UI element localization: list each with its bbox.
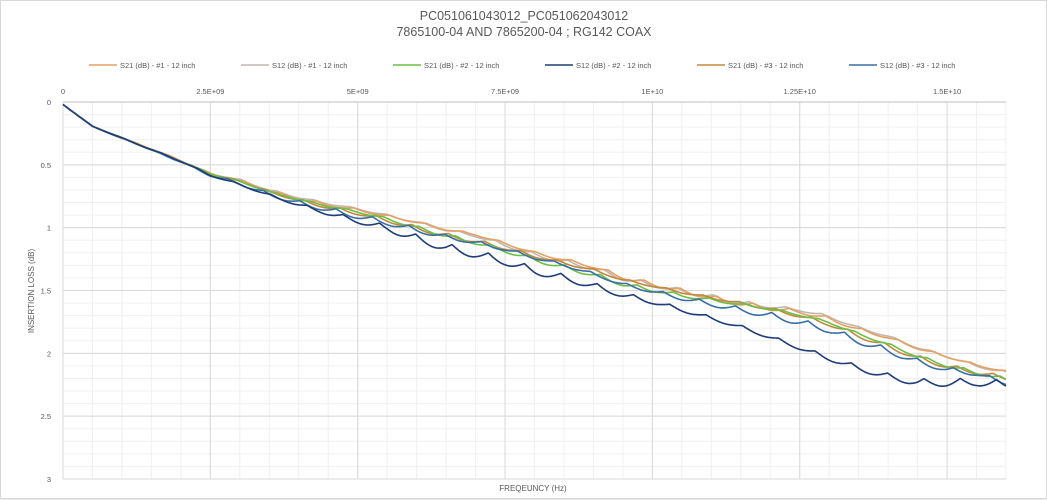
x-axis-ticks: 0 2.5E+09 5E+09 7.5E+09 1E+10 1.25E+10 1.5E+10	[61, 87, 961, 96]
x-tick-label: 1.5E+10	[933, 87, 961, 96]
x-tick-label: 1E+10	[641, 87, 663, 96]
legend: S21 (dB) - #1 - 12 inch S12 (dB) - #1 - 1…	[89, 61, 955, 70]
chart-title: PC051061043012_PC051062043012	[420, 9, 629, 23]
legend-label: S21 (dB) - #3 - 12 inch	[728, 61, 803, 70]
legend-item: S12 (dB) - #1 - 12 inch	[241, 61, 347, 70]
legend-item: S12 (dB) - #3 - 12 inch	[849, 61, 955, 70]
x-tick-label: 1.25E+10	[784, 87, 816, 96]
major-gridlines	[62, 101, 1006, 480]
x-tick-label: 2.5E+09	[196, 87, 224, 96]
y-axis-title: INSERTION LOSS (dB)	[27, 249, 36, 334]
y-tick-label: 3	[47, 475, 51, 484]
legend-label: S21 (dB) - #2 - 12 inch	[424, 61, 499, 70]
y-tick-label: 0.5	[41, 161, 51, 170]
x-tick-label: 0	[61, 87, 65, 96]
legend-label: S12 (dB) - #3 - 12 inch	[880, 61, 955, 70]
legend-item: S12 (dB) - #2 - 12 inch	[545, 61, 651, 70]
legend-item: S21 (dB) - #1 - 12 inch	[89, 61, 195, 70]
series-lines	[62, 103, 1007, 388]
x-tick-label: 7.5E+09	[491, 87, 519, 96]
y-tick-label: 0	[47, 98, 51, 107]
y-tick-label: 2.5	[41, 412, 51, 421]
y-axis-ticks: 0 0.5 1 1.5 2 2.5 3	[41, 98, 51, 484]
legend-label: S12 (dB) - #2 - 12 inch	[576, 61, 651, 70]
y-tick-label: 1	[47, 224, 51, 233]
series-line	[62, 103, 1007, 388]
x-tick-label: 5E+09	[347, 87, 369, 96]
chart-subtitle: 7865100-04 AND 7865200-04 ; RG142 COAX	[396, 25, 652, 39]
legend-label: S21 (dB) - #1 - 12 inch	[120, 61, 195, 70]
legend-item: S21 (dB) - #3 - 12 inch	[697, 61, 803, 70]
y-tick-label: 2	[47, 349, 51, 358]
legend-item: S21 (dB) - #2 - 12 inch	[393, 61, 499, 70]
legend-label: S12 (dB) - #1 - 12 inch	[272, 61, 347, 70]
y-tick-label: 1.5	[41, 287, 51, 296]
x-axis-title: FREQEUNCY (Hz)	[499, 484, 567, 493]
series-line	[62, 103, 1007, 386]
